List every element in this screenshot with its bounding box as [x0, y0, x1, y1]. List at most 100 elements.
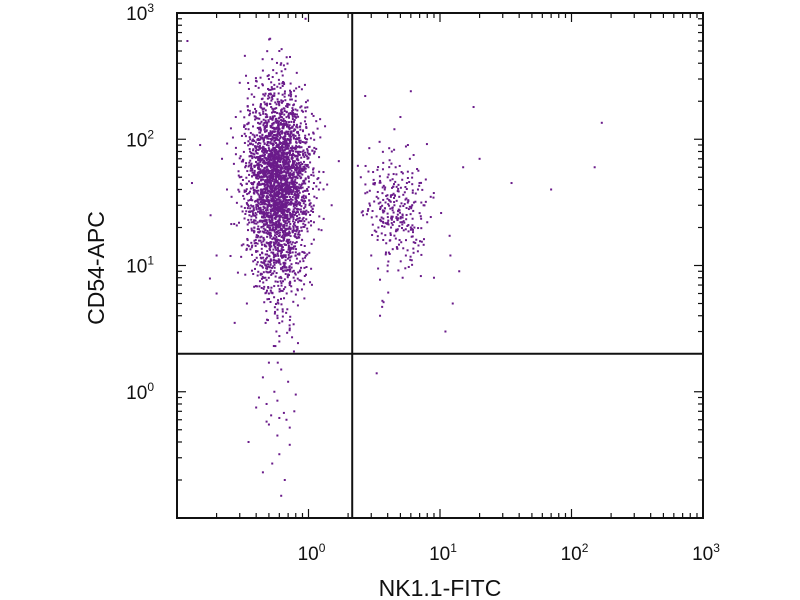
event-dot — [384, 251, 387, 254]
event-dot — [289, 89, 291, 92]
event-dot — [256, 185, 259, 188]
event-dot — [247, 199, 250, 202]
plot-frame — [176, 12, 704, 519]
event-dot — [275, 272, 278, 275]
event-dot — [264, 223, 267, 226]
event-dot — [302, 202, 305, 205]
event-dot — [303, 275, 306, 278]
event-dot — [312, 221, 315, 224]
event-dot — [412, 154, 415, 157]
event-dot — [382, 301, 385, 304]
event-dot — [291, 145, 294, 148]
event-dot — [245, 248, 248, 251]
event-dot — [257, 166, 260, 169]
event-dot — [280, 202, 283, 205]
event-dot — [277, 219, 280, 222]
event-dot — [274, 345, 277, 348]
event-dot — [287, 246, 290, 249]
event-dot — [290, 93, 293, 96]
event-dot — [249, 131, 252, 134]
event-dot — [275, 206, 278, 209]
event-dot — [256, 174, 259, 177]
event-dot — [264, 264, 267, 267]
event-dot — [263, 243, 266, 246]
event-dot — [304, 167, 307, 170]
event-dot — [276, 253, 279, 256]
event-dot — [266, 121, 269, 124]
event-dot — [297, 162, 300, 165]
event-dot — [259, 103, 262, 106]
event-dot — [261, 178, 264, 181]
event-dot — [277, 126, 280, 129]
event-dot — [277, 117, 280, 120]
event-dot — [278, 276, 281, 279]
event-dot — [280, 119, 283, 122]
event-dot — [292, 226, 295, 229]
event-dot — [287, 126, 290, 129]
event-dot — [419, 215, 422, 218]
event-dot — [299, 139, 302, 142]
event-dot — [288, 167, 291, 170]
event-dot — [277, 165, 280, 168]
event-dot — [265, 161, 268, 164]
event-dot — [295, 205, 298, 208]
event-dot — [292, 269, 295, 272]
event-dot — [258, 239, 261, 242]
event-dot — [246, 223, 249, 226]
event-dot — [243, 141, 246, 144]
event-dot — [252, 214, 255, 217]
event-dot — [246, 170, 249, 173]
event-dot — [249, 187, 252, 190]
event-dot — [271, 173, 274, 176]
event-dot — [264, 119, 267, 122]
event-dot — [268, 243, 271, 246]
event-dot — [440, 212, 443, 215]
event-dot — [272, 221, 275, 224]
event-dot — [276, 247, 279, 250]
event-dot — [258, 194, 261, 197]
event-dot — [276, 317, 279, 320]
event-dot — [254, 146, 257, 149]
event-dot — [269, 289, 272, 292]
event-dot — [293, 119, 296, 122]
event-dot — [297, 231, 300, 234]
event-dot — [300, 288, 303, 291]
event-dot — [274, 146, 277, 149]
event-dot — [295, 116, 298, 119]
event-dot — [265, 318, 268, 321]
event-dot — [272, 174, 275, 177]
event-dot — [322, 171, 325, 174]
event-dot — [391, 215, 394, 218]
event-dot — [315, 185, 318, 188]
event-dot — [266, 289, 268, 292]
event-dot — [367, 208, 370, 211]
event-dot — [280, 255, 283, 258]
event-dot — [285, 250, 288, 253]
event-dot — [262, 138, 265, 141]
event-dot — [313, 150, 316, 153]
event-dot — [276, 233, 279, 236]
event-dot — [288, 134, 291, 137]
event-dot — [411, 235, 414, 238]
event-dot — [287, 114, 290, 117]
event-dot — [387, 203, 390, 206]
event-dot — [276, 156, 279, 159]
event-dot — [272, 248, 275, 251]
event-dot — [253, 222, 256, 225]
event-dot — [298, 191, 301, 194]
event-dot — [311, 149, 314, 152]
event-dot — [265, 231, 268, 234]
event-dot — [283, 113, 286, 116]
event-dot — [318, 170, 321, 173]
event-dot — [275, 145, 278, 148]
event-dot — [298, 279, 301, 282]
event-dot — [290, 255, 293, 258]
event-dot — [255, 236, 258, 239]
event-dot — [405, 188, 408, 191]
event-dot — [274, 120, 277, 123]
event-dot — [290, 263, 293, 266]
event-dot — [287, 234, 290, 237]
event-dot — [237, 170, 240, 173]
event-dot — [267, 172, 270, 175]
event-dot — [264, 209, 267, 212]
